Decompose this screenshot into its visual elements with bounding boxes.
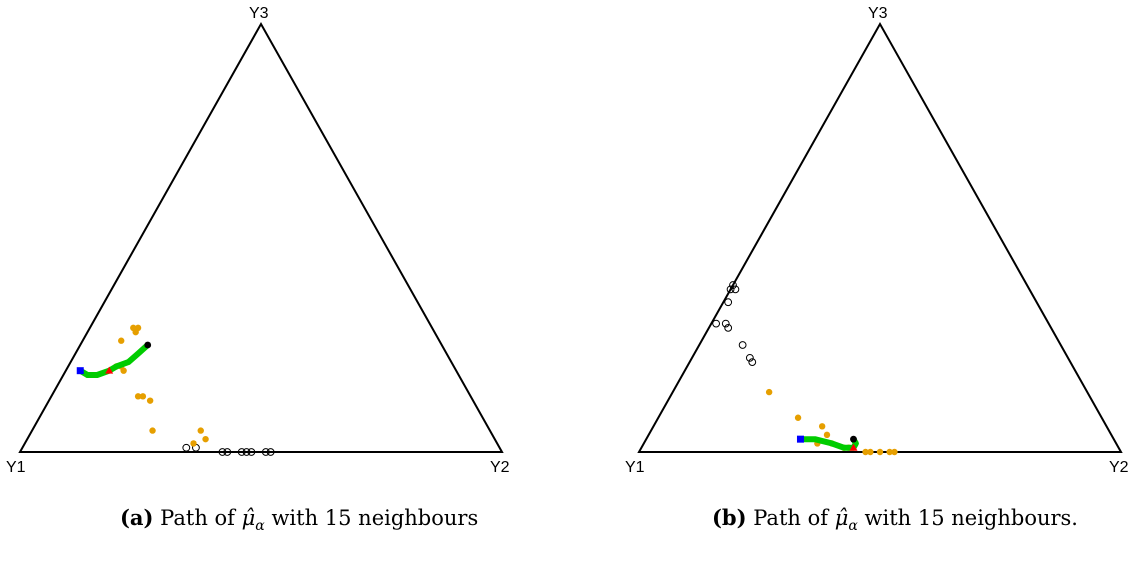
filled-point-a: [149, 427, 156, 434]
ternary-triangle-a: [18, 21, 504, 453]
filled-point-a: [134, 324, 142, 332]
filled-point-b: [886, 448, 893, 456]
filled-point-a: [120, 367, 127, 374]
filled-point-a: [118, 337, 125, 344]
path-line-b: [797, 436, 859, 451]
open-point-a: [247, 448, 256, 456]
filled-point-a: [146, 397, 154, 404]
vertex-label-y3-a: Y3: [249, 5, 269, 22]
ternary-panel-b: Y1 Y2 Y3: [625, 5, 1129, 476]
open-point-a: [182, 443, 191, 452]
vertex-label-y2-a: Y2: [490, 459, 510, 476]
open-point-b: [738, 341, 747, 349]
path-mid-marker-b: [849, 443, 858, 451]
open-point-b: [726, 285, 735, 294]
open-point-a: [266, 448, 275, 456]
open-point-a: [242, 448, 251, 456]
filled-point-b: [862, 448, 869, 456]
filled-point-a: [134, 393, 142, 400]
vertex-label-y1-b: Y1: [625, 459, 645, 476]
vertex-label-y1-a: Y1: [6, 459, 26, 476]
filled-point-a: [197, 427, 204, 434]
open-point-b: [712, 319, 721, 328]
open-point-b: [748, 358, 757, 367]
caption-prefix: Path of: [753, 506, 829, 530]
caption-suffix: with 15 neighbours.: [864, 506, 1078, 530]
caption-symbol: μ̂α: [834, 506, 858, 535]
filled-point-b: [891, 448, 898, 456]
filled-point-a: [130, 324, 137, 332]
marks-a: [76, 324, 275, 456]
filled-point-b: [818, 423, 826, 430]
open-point-b: [729, 281, 737, 289]
caption-b: (b) Path of μ̂α with 15 neighbours.: [712, 505, 1078, 534]
open-point-a: [218, 448, 227, 456]
open-point-b: [731, 285, 740, 294]
path-start-marker-b: [796, 435, 804, 443]
vertex-label-y2-b: Y2: [1109, 459, 1129, 476]
open-point-a: [223, 448, 232, 456]
open-point-b: [745, 353, 754, 362]
filled-point-b: [876, 448, 884, 456]
path-end-marker-b: [850, 435, 857, 443]
filled-point-b: [823, 431, 831, 439]
caption-a: (a) Path of μ̂α with 15 neighbours: [120, 505, 478, 534]
path-end-marker-a: [144, 341, 152, 349]
filled-point-b: [867, 448, 874, 456]
filled-point-a: [202, 435, 209, 443]
filled-point-a: [139, 393, 147, 400]
caption-tag: (b): [712, 505, 747, 530]
open-point-a: [237, 448, 246, 456]
marks-b: [712, 281, 898, 456]
caption-tag: (a): [120, 505, 154, 530]
filled-point-a: [190, 440, 197, 447]
caption-prefix: Path of: [160, 506, 235, 530]
open-point-b: [721, 319, 730, 328]
path-mid-marker-a: [105, 366, 114, 374]
filled-point-b: [765, 388, 773, 396]
caption-symbol: μ̂α: [241, 506, 265, 535]
caption-suffix: with 15 neighbours: [271, 506, 479, 530]
open-point-b: [724, 298, 733, 307]
open-point-b: [724, 323, 733, 332]
open-point-a: [261, 448, 270, 456]
ternary-panel-a: Y1 Y2 Y3: [6, 5, 510, 476]
vertex-label-y3-b: Y3: [868, 5, 888, 22]
path-line-a: [77, 342, 151, 378]
filled-point-b: [794, 414, 802, 421]
ternary-triangle-b: [637, 21, 1123, 453]
path-start-marker-a: [76, 367, 84, 375]
